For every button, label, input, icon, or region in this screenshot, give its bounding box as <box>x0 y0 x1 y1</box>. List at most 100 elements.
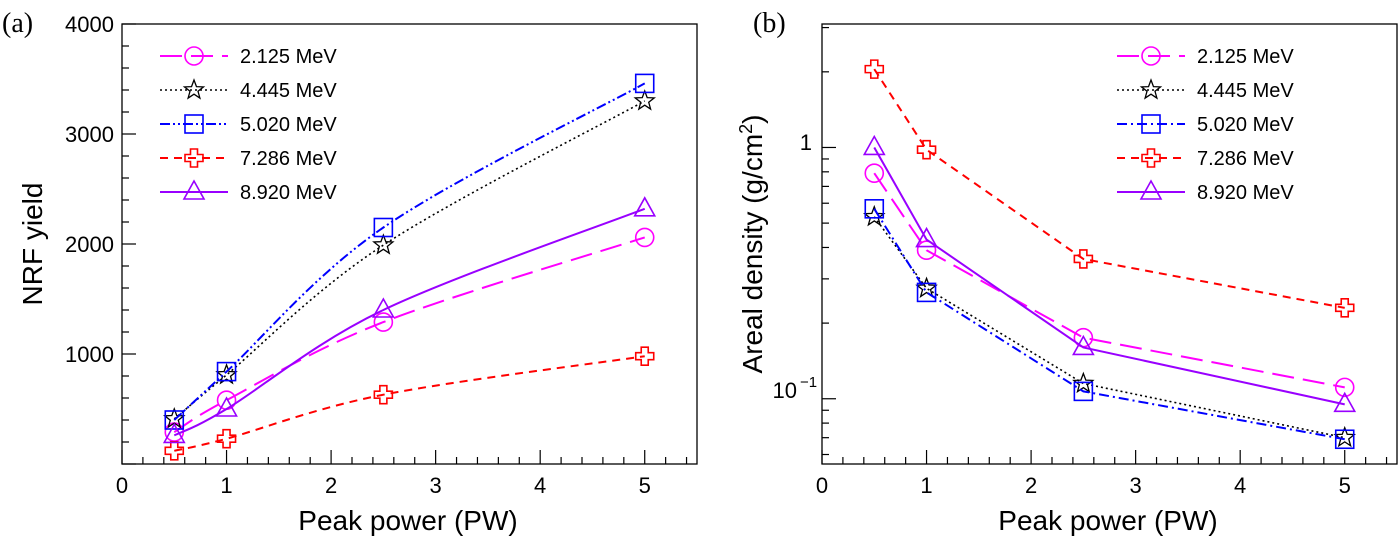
panel-a-series-line-2 <box>173 82 646 421</box>
panel-a-plot: 0 1 2 3 4 5 1000 2000 3000 4000 2.125 MeV 4.445 MeV… <box>65 12 698 498</box>
panel-a-xtick-label: 0 <box>116 473 128 498</box>
panel-b-legend-label-2: 5.020 MeV <box>1197 114 1294 136</box>
panel-b-frame <box>821 23 1398 465</box>
panel-a-legend-marker-1 <box>182 78 206 100</box>
panel-b-label: (b) <box>753 8 786 39</box>
panel-b-series-3-point-1 <box>916 139 937 160</box>
panel-b-ytick-0.1: 10 <box>773 378 797 403</box>
panel-b-series-1-point-1 <box>915 276 938 298</box>
panel-b-series-0-point-0 <box>864 163 885 183</box>
panel-b-series-2-point-3 <box>1334 429 1355 450</box>
panel-a-xtick-label: 5 <box>639 473 651 498</box>
panel-b-plot: 0 1 2 3 4 5 2.125 MeV 4.445 MeV 5.020 MeV 7.286 M… <box>816 23 1398 498</box>
panel-a-series-4-point-2 <box>372 297 395 318</box>
panel-b-legend-marker-1 <box>1139 78 1163 100</box>
panel-b-series-0-point-3 <box>1334 377 1355 398</box>
panel-a-series-2-point-2 <box>373 217 394 238</box>
panel-a-series-2-point-1 <box>216 361 237 382</box>
panel-a-series-4-point-1 <box>215 396 238 417</box>
panel-a-series-line-4 <box>173 207 646 437</box>
panel-b-series-line-2 <box>873 208 1345 441</box>
panel-b-series-1-point-2 <box>1072 371 1095 394</box>
panel-b-series-line-1 <box>873 216 1345 439</box>
panel-a-series-1-point-3 <box>633 89 657 111</box>
panel-b-legend-marker-0 <box>1141 46 1161 66</box>
panel-a-legend-label-2: 5.020 MeV <box>240 114 337 136</box>
panel-a-series-1-point-2 <box>372 233 395 255</box>
panel-a-xlabel: Peak power (PW) <box>298 505 517 536</box>
panel-b-series-2-point-2 <box>1073 381 1094 402</box>
panel-a-legend-marker-4 <box>182 179 206 200</box>
panel-b-series-0-point-1 <box>916 240 937 261</box>
panel-a-series-2-point-3 <box>634 73 655 94</box>
panel-a-legend-label-0: 2.125 MeV <box>240 46 337 68</box>
panel-b-xlabel: Peak power (PW) <box>998 505 1217 536</box>
panel-a-series-0-point-2 <box>373 312 394 332</box>
panel-b-xtick-label: 3 <box>1130 473 1142 498</box>
panel-b-legend-label-4: 8.920 MeV <box>1197 182 1294 204</box>
panel-a-ytick-label: 3000 <box>65 122 114 147</box>
panel-a-xtick-label: 1 <box>220 473 232 498</box>
panel-b-series-4-point-0 <box>862 134 886 156</box>
panel-a-series-line-0 <box>173 236 646 433</box>
panel-b-ylabel-main: Areal density (g/cm <box>737 134 768 374</box>
panel-b-xtick-label: 5 <box>1339 473 1351 498</box>
panel-a-series-line-3 <box>174 355 645 452</box>
panel-b-series-3-point-2 <box>1073 249 1094 269</box>
panel-b-xtick-label: 4 <box>1234 473 1246 498</box>
panel-b-xtick-label: 0 <box>816 473 828 498</box>
panel-a-ytick-label: 4000 <box>65 12 114 37</box>
panel-b-legend-label-3: 7.286 MeV <box>1197 148 1294 170</box>
panel-a-series-2-point-0 <box>164 410 185 430</box>
panel-b-legend-marker-3 <box>1141 148 1161 168</box>
panel-a-ytick-label: 1000 <box>65 342 114 367</box>
panel-a-ylabel: NRF yield <box>17 183 48 306</box>
panel-a-legend-label-3: 7.286 MeV <box>240 148 337 170</box>
panel-a-ytick-label: 2000 <box>65 232 114 257</box>
panel-a-series-4-point-3 <box>633 196 657 217</box>
panel-b-ylabel: Areal density (g/cm2) <box>736 115 768 374</box>
panel-b-ylabel-close: ) <box>737 115 768 124</box>
panel-a-xtick-label: 3 <box>430 473 442 498</box>
panel-b-xtick-label: 2 <box>1025 473 1037 498</box>
panel-a-legend-label-4: 8.920 MeV <box>240 182 337 204</box>
panel-b-series-1-point-3 <box>1333 425 1357 448</box>
panel-b-ytick-0.1-exp: −1 <box>800 374 817 391</box>
panel-b-legend-label-0: 2.125 MeV <box>1197 46 1294 68</box>
panel-b-xtick-label: 1 <box>920 473 932 498</box>
panel-a-series-3-point-1 <box>216 428 237 449</box>
panel-a-series-3-point-3 <box>634 346 655 367</box>
panel-a-series-4-point-0 <box>162 422 186 444</box>
panel-b-series-2-point-0 <box>864 199 885 219</box>
panel-a-series-0-point-1 <box>216 390 237 411</box>
panel-b-series-2-point-1 <box>916 282 937 303</box>
panel-b-series-3-point-3 <box>1334 298 1355 318</box>
panel-a-legend-label-1: 4.445 MeV <box>240 80 337 102</box>
panel-b-ytick-1: 1 <box>800 130 812 155</box>
panel-b-series-3-point-0 <box>864 59 885 79</box>
panel-a-legend-marker-2 <box>184 114 204 134</box>
panel-b-series-line-0 <box>873 172 1345 389</box>
panel-a-series-1-point-1 <box>215 363 238 385</box>
panel-a-legend-marker-0 <box>184 46 204 66</box>
panel-b-legend-label-1: 4.445 MeV <box>1197 80 1294 102</box>
panel-a-series-3-point-0 <box>164 440 185 461</box>
panel-a-series-0-point-3 <box>634 227 655 248</box>
panel-b-ytick-0.1-base: 10 <box>773 378 797 403</box>
panel-a-label: (a) <box>2 8 33 39</box>
panel-b-ylabel-sup: 2 <box>736 124 756 134</box>
panel-b-series-line-4 <box>873 146 1345 406</box>
panel-b-legend-marker-4 <box>1139 179 1163 200</box>
panel-b-series-4-point-3 <box>1333 391 1357 413</box>
panel-b-legend-marker-2 <box>1141 114 1161 134</box>
panel-a-series-line-1 <box>173 100 646 420</box>
panel-a-xtick-label: 4 <box>534 473 546 498</box>
panel-a-legend-marker-3 <box>184 148 204 168</box>
panel-b-series-4-point-2 <box>1072 334 1095 356</box>
panel-a-series-3-point-2 <box>373 384 394 405</box>
panel-b-series-4-point-1 <box>915 226 938 248</box>
panel-b-series-1-point-0 <box>862 204 886 227</box>
panel-b-series-line-3 <box>873 68 1345 309</box>
